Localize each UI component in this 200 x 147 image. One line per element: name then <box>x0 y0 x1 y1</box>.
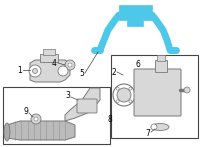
Text: 7: 7 <box>145 128 150 137</box>
Ellipse shape <box>4 123 10 141</box>
Text: 5: 5 <box>79 69 84 77</box>
Text: 1: 1 <box>17 66 22 75</box>
Polygon shape <box>7 121 75 140</box>
Polygon shape <box>119 5 152 26</box>
Circle shape <box>29 65 41 77</box>
Bar <box>157 55 165 61</box>
Bar <box>3 87 110 144</box>
Bar <box>111 55 198 138</box>
Circle shape <box>116 100 119 103</box>
Circle shape <box>65 60 75 70</box>
Polygon shape <box>30 60 70 82</box>
Text: 2: 2 <box>111 67 116 76</box>
Text: 9: 9 <box>23 107 28 117</box>
Bar <box>40 54 58 62</box>
Circle shape <box>129 87 132 90</box>
Circle shape <box>113 84 135 106</box>
Polygon shape <box>65 88 100 121</box>
Bar <box>43 49 55 55</box>
FancyBboxPatch shape <box>77 99 97 113</box>
Circle shape <box>117 88 131 102</box>
Circle shape <box>184 87 190 93</box>
Circle shape <box>151 124 157 130</box>
Circle shape <box>31 114 41 124</box>
Circle shape <box>58 66 68 76</box>
Circle shape <box>129 100 132 103</box>
Text: 3: 3 <box>65 91 70 101</box>
Circle shape <box>116 87 119 90</box>
Bar <box>155 60 167 72</box>
Circle shape <box>34 117 38 121</box>
FancyBboxPatch shape <box>134 69 181 116</box>
Text: 6: 6 <box>136 60 140 69</box>
Text: 8: 8 <box>107 116 112 125</box>
Circle shape <box>68 63 72 67</box>
Ellipse shape <box>151 123 169 131</box>
Text: 4: 4 <box>52 59 57 67</box>
Circle shape <box>32 69 38 74</box>
